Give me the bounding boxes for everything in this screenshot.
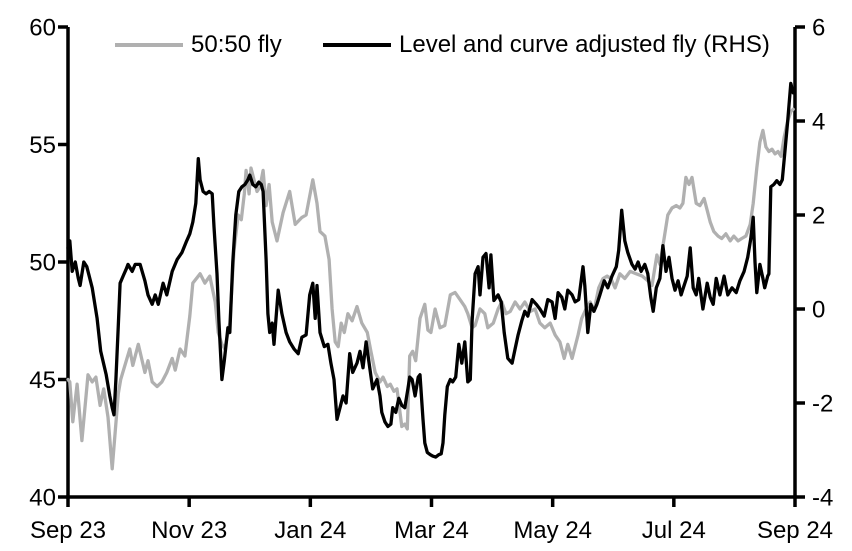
x-axis-label: Mar 24 <box>394 517 469 544</box>
y-axis-right-label: 6 <box>812 15 825 42</box>
x-axis-label: Nov 23 <box>151 517 227 544</box>
legend-item-adjusted-fly: Level and curve adjusted fly (RHS) <box>323 31 770 59</box>
y-axis-left-label: 40 <box>29 485 56 512</box>
legend-label: Level and curve adjusted fly (RHS) <box>399 31 770 58</box>
gray-line-swatch <box>115 43 183 47</box>
y-axis-left-label: 60 <box>29 15 56 42</box>
x-axis-label: Sep 24 <box>757 517 833 544</box>
x-axis-label: Jul 24 <box>642 517 706 544</box>
y-axis-right-label: 4 <box>812 109 825 136</box>
y-axis-left-label: 45 <box>29 367 56 394</box>
y-axis-right-label: -2 <box>812 391 833 418</box>
legend-label: 50:50 fly <box>191 31 282 58</box>
legend-item-5050-fly: 50:50 fly <box>115 31 282 59</box>
x-axis-label: May 24 <box>513 517 592 544</box>
y-axis-right-label: 2 <box>812 203 825 230</box>
black-series-line <box>66 81 795 459</box>
x-axis-label: Sep 23 <box>30 517 106 544</box>
y-axis-left-label: 50 <box>29 250 56 277</box>
gray-series-line <box>66 107 795 471</box>
y-axis-left-label: 55 <box>29 132 56 159</box>
black-line-swatch <box>323 43 391 47</box>
y-axis-right-label: -4 <box>812 485 833 512</box>
x-axis-label: Jan 24 <box>274 517 346 544</box>
y-axis-right-label: 0 <box>812 297 825 324</box>
